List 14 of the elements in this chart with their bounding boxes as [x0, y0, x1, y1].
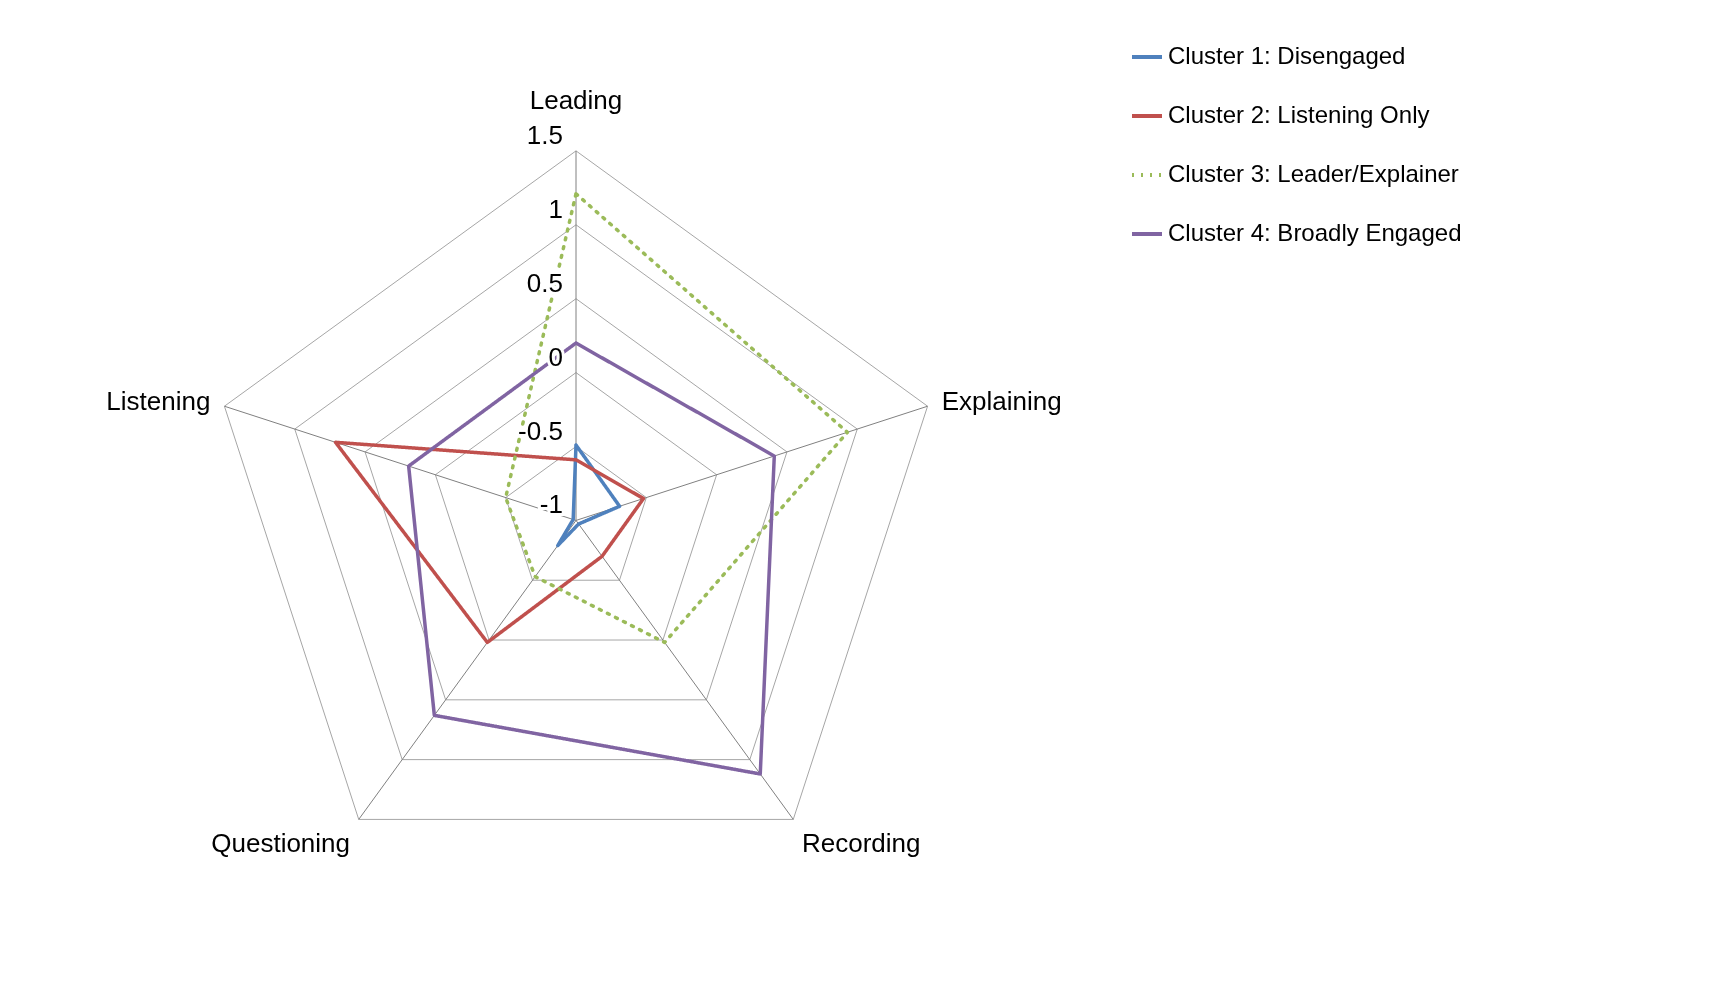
spoke-label: Questioning [211, 828, 351, 859]
y-tick-label: -0.5 [518, 415, 563, 446]
y-tick-label: 1 [548, 193, 563, 224]
legend-label: Cluster 2: Listening Only [1168, 101, 1430, 128]
legend-label: Cluster 1: Disengaged [1168, 42, 1406, 69]
spoke-label: Listening [106, 385, 211, 416]
spoke-label: Recording [801, 828, 921, 859]
y-tick-label: -1 [539, 489, 563, 520]
spoke-label: Explaining [941, 385, 1062, 416]
legend-label: Cluster 3: Leader/Explainer [1168, 160, 1459, 187]
legend-label: Cluster 4: Broadly Engaged [1168, 219, 1462, 246]
y-tick-label: 0.5 [526, 267, 563, 298]
y-tick-label: 1.5 [526, 119, 563, 150]
spoke-label: Leading [529, 84, 623, 115]
